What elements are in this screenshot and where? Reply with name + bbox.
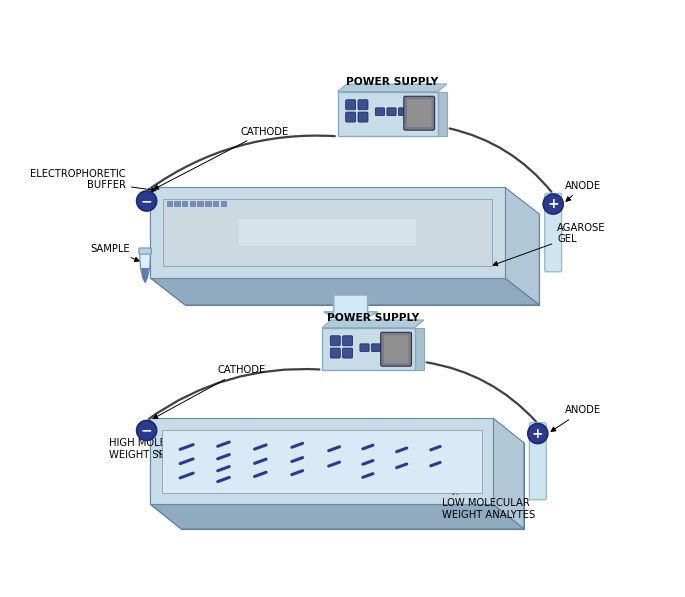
Polygon shape [414,328,424,370]
Polygon shape [205,201,210,205]
Polygon shape [163,199,493,266]
Polygon shape [175,201,179,205]
FancyBboxPatch shape [399,108,408,116]
Polygon shape [197,201,203,205]
Polygon shape [324,295,377,326]
Polygon shape [338,92,438,136]
FancyBboxPatch shape [383,344,393,352]
Polygon shape [151,418,493,504]
Polygon shape [322,320,424,328]
Polygon shape [322,328,414,370]
Polygon shape [151,278,539,305]
Polygon shape [162,430,482,493]
FancyBboxPatch shape [384,336,408,363]
Polygon shape [151,418,182,529]
FancyBboxPatch shape [371,344,381,352]
Circle shape [136,420,157,441]
FancyBboxPatch shape [375,108,384,116]
Text: CATHODE: CATHODE [154,127,288,189]
FancyBboxPatch shape [139,248,151,254]
FancyBboxPatch shape [358,100,368,110]
Polygon shape [151,504,524,529]
Polygon shape [141,268,149,282]
Polygon shape [182,201,188,205]
Polygon shape [151,187,505,278]
Text: ANODE: ANODE [551,405,601,432]
Polygon shape [239,219,416,246]
FancyBboxPatch shape [346,112,356,122]
Polygon shape [493,418,524,529]
Text: +: + [532,427,544,441]
FancyBboxPatch shape [342,336,353,346]
Text: LOW MOLECULAR
WEIGHT ANALYTES: LOW MOLECULAR WEIGHT ANALYTES [442,491,535,520]
Text: −: − [141,195,153,208]
Text: HIGH MOLECULAR
WEIGHT SPECIES: HIGH MOLECULAR WEIGHT SPECIES [109,438,199,460]
FancyBboxPatch shape [330,348,340,358]
Polygon shape [185,214,539,305]
FancyBboxPatch shape [360,344,369,352]
Polygon shape [505,187,539,305]
FancyBboxPatch shape [358,112,368,122]
Polygon shape [166,201,172,205]
FancyBboxPatch shape [381,333,412,366]
Text: POWER SUPPLY: POWER SUPPLY [346,76,438,87]
FancyBboxPatch shape [530,423,546,500]
Circle shape [527,423,548,444]
Polygon shape [151,187,185,305]
FancyBboxPatch shape [404,96,434,130]
Text: POWER SUPPLY: POWER SUPPLY [327,313,419,323]
FancyBboxPatch shape [407,99,432,127]
FancyBboxPatch shape [346,100,356,110]
Text: +: + [547,198,559,211]
Text: CATHODE: CATHODE [153,365,266,418]
FancyBboxPatch shape [330,336,340,346]
Text: SAMPLE: SAMPLE [90,244,139,261]
Polygon shape [213,201,219,205]
Polygon shape [338,84,447,92]
FancyBboxPatch shape [342,348,353,358]
Polygon shape [140,253,151,282]
Polygon shape [190,201,195,205]
Circle shape [136,191,157,211]
Text: ANODE: ANODE [564,181,601,201]
FancyBboxPatch shape [387,108,396,116]
Polygon shape [221,201,226,205]
Text: AGAROSE
GEL: AGAROSE GEL [493,223,606,266]
Polygon shape [182,443,524,529]
Text: WELL: WELL [175,201,226,223]
Text: −: − [141,424,153,438]
Polygon shape [438,92,447,136]
FancyBboxPatch shape [545,193,562,272]
Text: ELECTROPHORETIC
BUFFER: ELECTROPHORETIC BUFFER [30,168,156,192]
Circle shape [543,194,563,214]
